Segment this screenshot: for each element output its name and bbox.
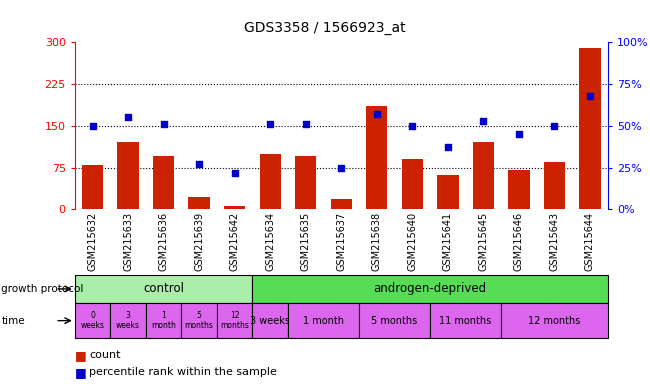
Point	[514, 131, 524, 137]
Bar	[82, 165, 103, 209]
Bar	[153, 156, 174, 209]
Bar	[331, 199, 352, 209]
Bar	[188, 197, 210, 209]
Text: 12
months: 12 months	[220, 311, 249, 330]
Point	[336, 164, 346, 170]
Text: control: control	[143, 283, 184, 295]
Text: ■: ■	[75, 366, 90, 379]
Text: growth protocol: growth protocol	[1, 284, 84, 294]
Bar	[259, 154, 281, 209]
Point	[478, 118, 489, 124]
Text: 3
weeks: 3 weeks	[116, 311, 140, 330]
Point	[194, 161, 204, 167]
Text: percentile rank within the sample: percentile rank within the sample	[89, 367, 277, 377]
Point	[123, 114, 133, 121]
Text: 1 month: 1 month	[303, 316, 344, 326]
Point	[549, 123, 560, 129]
Point	[443, 144, 453, 151]
Text: count: count	[89, 350, 120, 360]
Text: androgen-deprived: androgen-deprived	[374, 283, 487, 295]
Text: 5 months: 5 months	[371, 316, 418, 326]
Text: 1
month: 1 month	[151, 311, 176, 330]
Bar	[366, 106, 387, 209]
Point	[300, 121, 311, 127]
Bar	[508, 170, 530, 209]
Text: 12 months: 12 months	[528, 316, 580, 326]
Bar	[224, 207, 245, 209]
Text: time: time	[1, 316, 25, 326]
Bar	[295, 156, 317, 209]
Bar	[402, 159, 423, 209]
Point	[265, 121, 276, 127]
Point	[407, 123, 417, 129]
Text: ■: ■	[75, 349, 90, 362]
Text: 3 weeks: 3 weeks	[250, 316, 290, 326]
Text: 5
months: 5 months	[185, 311, 214, 330]
Point	[372, 111, 382, 117]
Bar	[437, 175, 458, 209]
Point	[87, 123, 98, 129]
Text: GDS3358 / 1566923_at: GDS3358 / 1566923_at	[244, 21, 406, 35]
Bar	[473, 142, 494, 209]
Text: 11 months: 11 months	[439, 316, 492, 326]
Bar	[579, 48, 601, 209]
Point	[159, 121, 169, 127]
Bar	[118, 142, 138, 209]
Point	[229, 169, 240, 175]
Point	[585, 93, 595, 99]
Bar	[544, 162, 565, 209]
Text: 0
weeks: 0 weeks	[81, 311, 105, 330]
